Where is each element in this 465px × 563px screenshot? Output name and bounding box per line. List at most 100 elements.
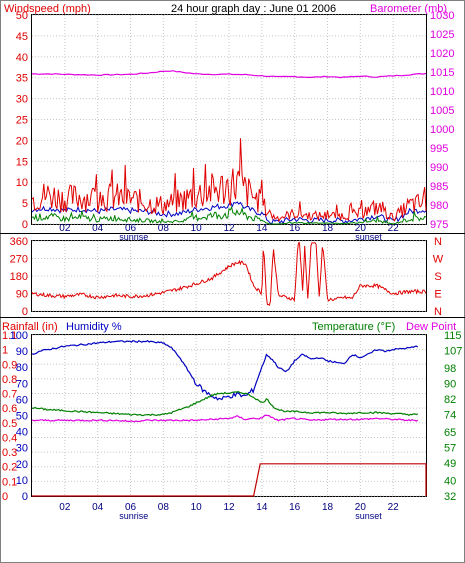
wind-series-3 [31,205,427,225]
direction-letter-label: S [434,271,441,283]
temp-x-tick-label: 18 [322,502,334,513]
wind-tick-label: 35 [16,73,28,85]
wind-x-tick-label: 12 [223,223,235,234]
temp-series-0 [31,339,419,401]
direction-tick-label: 360 [10,236,28,248]
temp-x-tick-label: 08 [158,502,170,513]
barometer-tick-label: 1000 [430,124,454,136]
rain-tick-label: 0.7 [2,389,17,401]
rain-tick-label: 0.5 [2,418,17,430]
barometer-tick-label: 985 [430,181,448,193]
chart-layer: 0510152025303540455097598098599099510001… [2,10,462,521]
wind-panel-frame [31,14,427,225]
wind-tick-label: 30 [16,94,28,106]
wind-x-tick-label: 08 [158,223,170,234]
humidity-tick-label: 20 [16,459,28,471]
direction-letter-label: E [434,289,441,301]
wind-sunset-label: sunset [355,232,382,242]
wind-tick-label: 5 [22,198,28,210]
temperature-axis-title: Temperature (°F) [312,321,395,333]
wind-tick-label: 10 [16,177,28,189]
barometer-tick-label: 980 [430,200,448,212]
chart-title: 24 hour graph day : June 01 2006 [171,3,336,15]
temp-x-tick-label: 16 [289,502,301,513]
barometer-tick-label: 1015 [430,67,454,79]
rain-tick-label: 0.6 [2,403,17,415]
wind-x-tick-label: 10 [191,223,203,234]
temp-x-tick-label: 10 [191,502,203,513]
temperature-tick-label: 74 [444,410,456,422]
direction-tick-label: 90 [16,289,28,301]
barometer-tick-label: 1020 [430,48,454,60]
rain-tick-label: 1.1 [2,330,17,342]
temperature-tick-label: 57 [444,443,456,455]
humidity-tick-label: 70 [16,378,28,390]
direction-panel-frame [31,240,427,312]
rain-tick-label: 0.4 [2,432,17,444]
wind-tick-label: 25 [16,115,28,127]
rain-tick-label: 1 [2,345,8,357]
temp-x-tick-label: 22 [388,502,400,513]
temp-x-tick-label: 12 [223,502,235,513]
wind-tick-label: 20 [16,135,28,147]
direction-tick-label: 0 [22,306,28,318]
barometer-tick-label: 1010 [430,86,454,98]
humidity-tick-label: 100 [10,330,28,342]
temperature-tick-label: 40 [444,475,456,487]
temperature-tick-label: 107 [444,346,462,358]
rain-tick-label: 0.1 [2,476,17,488]
temperature-tick-label: 32 [444,491,456,503]
barometer-axis-title: Barometer (mb) [370,3,447,15]
temp-x-tick-label: 06 [125,502,137,513]
humidity-tick-label: 40 [16,427,28,439]
barometer-tick-label: 1005 [430,105,454,117]
wind-x-tick-label: 20 [355,223,367,234]
temp-panel-frame [31,334,427,497]
direction-tick-label: 180 [10,271,28,283]
wind-x-tick-label: 16 [289,223,301,234]
temp-series-3 [32,463,427,497]
temperature-tick-label: 90 [444,378,456,390]
temp-sunset-label: sunset [355,511,382,521]
wind-tick-label: 50 [16,10,28,22]
wind-tick-label: 45 [16,31,28,43]
temperature-tick-label: 82 [444,394,456,406]
wind-x-tick-label: 06 [125,223,137,234]
humidity-tick-label: 60 [16,394,28,406]
humidity-tick-label: 80 [16,362,28,374]
dewpoint-axis-title: Dew Point [406,321,456,333]
rain-tick-label: 0.9 [2,359,17,371]
wind-series-2 [31,138,427,223]
humidity-tick-label: 50 [16,411,28,423]
humidity-tick-label: 10 [16,475,28,487]
temp-sunrise-label: sunrise [119,511,148,521]
barometer-tick-label: 995 [430,143,448,155]
wind-x-tick-label: 02 [59,223,71,234]
wind-tick-label: 15 [16,156,28,168]
temperature-tick-label: 49 [444,458,456,470]
windspeed-axis-title: Windspeed (mph) [4,3,91,15]
direction-series [31,242,427,306]
direction-letter-label: W [433,254,444,266]
barometer-tick-label: 975 [430,219,448,231]
rainfall-axis-title: Rainfall (in) [2,321,58,333]
temp-x-tick-label: 20 [355,502,367,513]
temp-series-1 [31,390,418,417]
wind-x-tick-label: 18 [322,223,334,234]
temperature-tick-label: 115 [444,330,462,342]
rain-tick-label: 0.3 [2,447,17,459]
wind-tick-label: 40 [16,52,28,64]
temp-x-tick-label: 14 [256,502,268,513]
wind-x-tick-label: 14 [256,223,268,234]
rain-tick-label: 0.8 [2,374,17,386]
humidity-axis-title: Humidity % [66,321,122,333]
humidity-tick-label: 0 [22,491,28,503]
wind-x-tick-label: 22 [388,223,400,234]
direction-tick-label: 270 [10,254,28,266]
temp-x-tick-label: 04 [92,502,104,513]
temp-x-tick-label: 02 [59,502,71,513]
wind-tick-label: 0 [22,219,28,231]
direction-letter-label: N [434,236,442,248]
